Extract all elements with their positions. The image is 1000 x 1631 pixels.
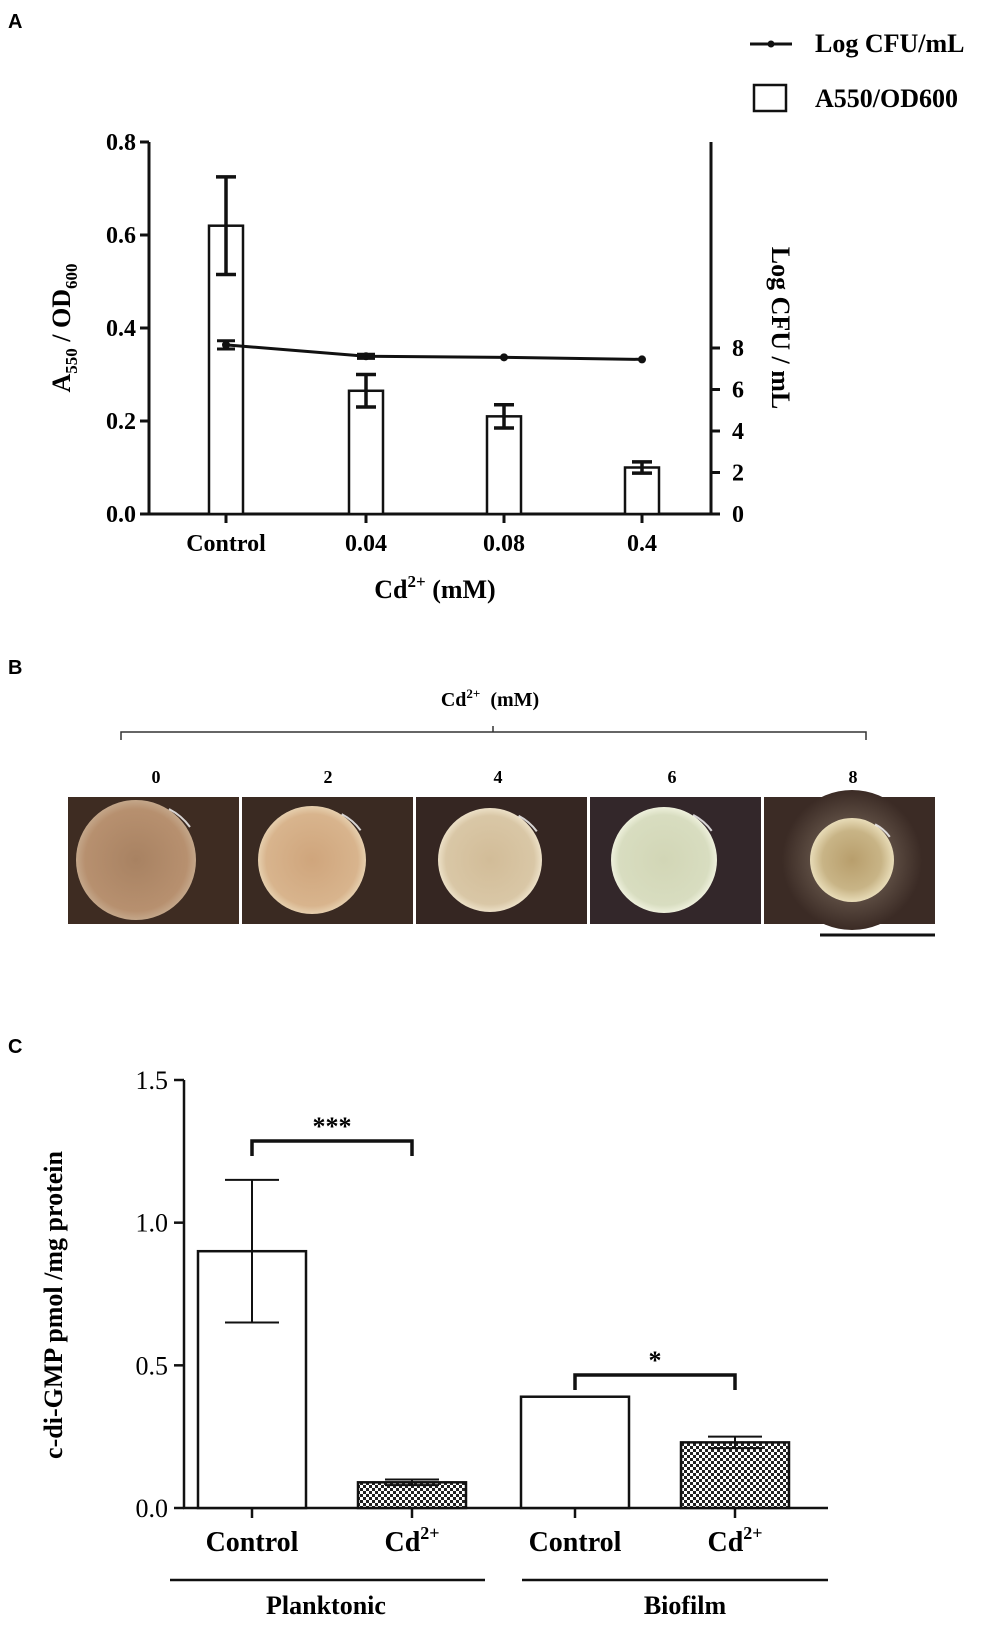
a-right-tick-label: 6: [732, 378, 744, 404]
c-significance-label: *: [649, 1346, 662, 1375]
b-bracket: [120, 731, 867, 740]
c-x-ticks: Control Cd2+ Control Cd2+: [206, 1508, 763, 1558]
c-significance-bracket: [250, 1139, 414, 1156]
c-y-ticks: 0.0 0.5 1.0 1.5: [136, 1066, 184, 1523]
b-colony-glare: [874, 823, 891, 838]
a-x-tick-label: 0.08: [483, 531, 525, 557]
b-title: Cd2+ (mM): [441, 686, 539, 711]
c-x-tick-label-base: Cd: [707, 1527, 743, 1558]
a-left-ticks: 0.0 0.2 0.4 0.6 0.8: [106, 130, 149, 528]
a-line-point: [500, 353, 508, 362]
b-colony-glare: [341, 813, 362, 831]
a-left-tick-label: 0.0: [106, 502, 136, 528]
a-left-tick-label: 0.4: [106, 316, 136, 342]
a-line-path: [225, 343, 643, 361]
a-bar: [485, 415, 523, 516]
a-left-tick-label: 0.8: [106, 130, 136, 156]
a-bars: [207, 175, 661, 516]
c-significance-bracket: [573, 1373, 737, 1390]
panel-c-letter: C: [8, 1036, 22, 1058]
panel-c: C 0.00.51.01.5 **** Control Cd2+ Control Cd…: [8, 1036, 828, 1620]
c-x-tick-label-sup: 2+: [743, 1523, 762, 1543]
c-y-tick-label: 0.5: [136, 1351, 169, 1380]
b-concentration-label: 2: [324, 767, 333, 787]
a-x-ticks: Control 0.04 0.08 0.4: [186, 514, 657, 557]
panel-b: B Cd2+ (mM) 0 2 4 6 8: [8, 657, 935, 937]
c-y-tick-label: 1.5: [136, 1066, 169, 1095]
a-x-tick-label: 0.04: [345, 531, 387, 557]
c-x-tick-label: Cd2+: [707, 1523, 762, 1558]
legend-line-label: Log CFU/mL: [815, 29, 965, 58]
b-concentration-label: 0: [152, 767, 161, 787]
a-right-tick-label: 0: [732, 502, 744, 528]
a-ylabel-left: A550 / OD600: [47, 263, 81, 392]
b-concentration-label: 8: [849, 767, 858, 787]
c-y-tick-label: 0.0: [136, 1494, 169, 1523]
legend-a: Log CFU/mL A550/OD600: [750, 29, 965, 113]
b-plates: 0 2 4 6 8: [68, 767, 935, 930]
b-colony-glare: [518, 814, 538, 833]
b-colony: [611, 807, 717, 913]
a-left-tick-label: 0.6: [106, 223, 136, 249]
a-x-tick-label: 0.4: [627, 531, 657, 557]
c-bar: [679, 1441, 791, 1510]
a-xlabel: Cd2+ (mM): [374, 572, 495, 604]
a-bar: [347, 389, 385, 516]
c-x-tick-label-base: Cd: [384, 1527, 420, 1558]
c-bars: [196, 1178, 791, 1510]
b-colony: [76, 800, 196, 920]
b-colony: [258, 806, 366, 914]
a-right-tick-label: 2: [732, 461, 744, 487]
panel-b-letter: B: [8, 657, 22, 679]
legend-bar-label: A550/OD600: [815, 84, 958, 113]
a-right-tick-label: 4: [732, 419, 744, 445]
a-ylabel-right: Log CFU / mL: [766, 247, 795, 410]
panel-a-letter: A: [8, 11, 22, 33]
c-x-tick-label: Control: [529, 1527, 622, 1558]
c-y-tick-label: 1.0: [136, 1209, 169, 1238]
legend-line-marker: [767, 40, 775, 48]
b-colony-glare: [168, 808, 191, 828]
b-colony-glare: [692, 814, 713, 832]
b-colony: [810, 818, 894, 902]
a-right-tick-label: 8: [732, 336, 744, 362]
c-x-tick-label-base: Control: [206, 1527, 299, 1558]
c-x-tick-label: Cd2+: [384, 1523, 439, 1558]
a-left-tick-label: 0.2: [106, 409, 136, 435]
c-group-biofilm: Biofilm: [644, 1591, 727, 1620]
c-significance: ****: [250, 1112, 737, 1390]
a-right-ticks: 0 2 4 6 8: [711, 336, 744, 528]
legend-bar-swatch: [752, 83, 788, 113]
c-ylabel: c-di-GMP pmol /mg protein: [39, 1151, 68, 1459]
b-colony: [438, 808, 542, 912]
panel-a: A Log CFU/mL A550/OD600 0.00.20.40.60.8 …: [8, 11, 965, 604]
c-group-planktonic: Planktonic: [266, 1591, 386, 1620]
c-x-tick-label-sup: 2+: [420, 1523, 439, 1543]
c-x-tick-label-base: Control: [529, 1527, 622, 1558]
a-x-tick-label: Control: [186, 531, 266, 557]
c-bar: [519, 1395, 631, 1510]
b-concentration-label: 6: [668, 767, 677, 787]
c-significance-label: ***: [313, 1112, 352, 1141]
a-line-series: [217, 339, 646, 364]
c-x-tick-label: Control: [206, 1527, 299, 1558]
a-bar: [623, 466, 661, 516]
b-concentration-label: 4: [494, 767, 503, 787]
a-line-point: [638, 355, 646, 364]
